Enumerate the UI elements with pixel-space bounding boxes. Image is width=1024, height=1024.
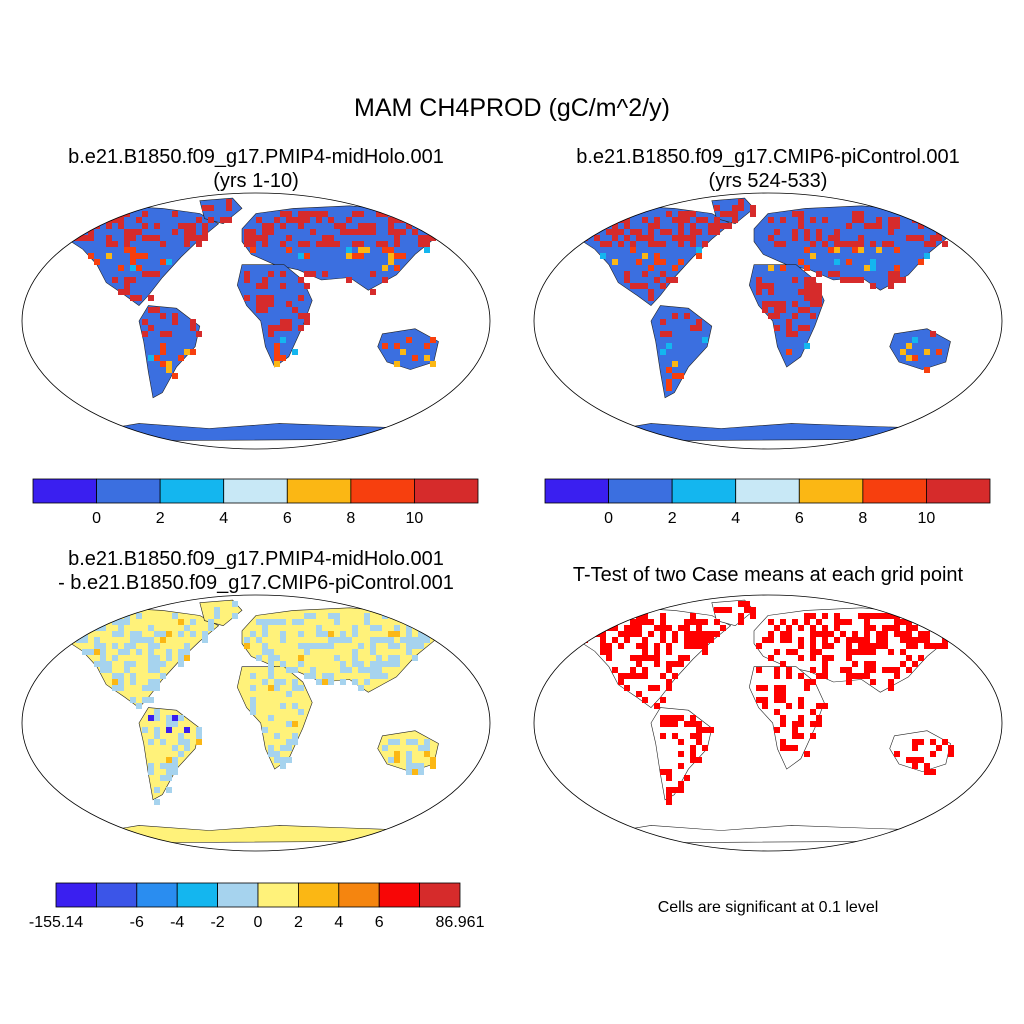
colorbar-p3-swatch	[257, 882, 299, 908]
colorbar-p2-swatch	[608, 478, 673, 504]
map-border-p1	[21, 192, 491, 450]
colorbar-p3-swatch	[176, 882, 218, 908]
colorbar-p3-label: 6	[375, 914, 384, 931]
panel-2-years: (yrs 524-533)	[708, 170, 828, 192]
colorbar-p1-label: 8	[346, 510, 355, 527]
colorbar-p1-swatch	[414, 478, 479, 504]
map-p1	[21, 192, 491, 450]
land-australia-p1	[377, 328, 439, 370]
map-p3	[21, 594, 491, 852]
colorbar-p1-swatch	[223, 478, 288, 504]
map-border-p2	[533, 192, 1003, 450]
panel-3-case-a: b.e21.B1850.f09_g17.PMIP4-midHolo.001	[68, 548, 444, 570]
colorbar-p2-swatch	[798, 478, 864, 504]
colorbar-p2-label: 8	[858, 510, 867, 527]
colorbar-p1-swatch	[350, 478, 415, 504]
panel-title-3: b.e21.B1850.f09_g17.PMIP4-midHolo.001 - …	[0, 547, 512, 595]
colorbar-p1-label: 4	[219, 510, 228, 527]
colorbar-p2-swatch	[735, 478, 800, 504]
land-australia-p2	[889, 328, 951, 370]
colorbar-p2-label: 2	[668, 510, 677, 527]
panel-title-1: b.e21.B1850.f09_g17.PMIP4-midHolo.001 (y…	[0, 145, 512, 193]
colorbar-p1-swatch	[159, 478, 225, 504]
land-antarctica-p1	[59, 423, 453, 442]
main-title: MAM CH4PROD (gC/m^2/y)	[354, 94, 670, 122]
colorbar-p3-label: -4	[170, 914, 184, 931]
panel-2-case: b.e21.B1850.f09_g17.CMIP6-piControl.001	[576, 146, 960, 168]
panel-4-title: T-Test of two Case means at each grid po…	[572, 564, 964, 586]
colorbar-p2-label: 6	[795, 510, 804, 527]
colorbar-p1-swatch	[32, 478, 97, 504]
panel-1-years: (yrs 1-10)	[213, 170, 299, 192]
cells-p2	[570, 199, 960, 391]
land-antarctica-p3	[59, 825, 453, 844]
panel-3-case-b: - b.e21.B1850.f09_g17.CMIP6-piControl.00…	[58, 572, 454, 594]
colorbar-p1-label: 10	[406, 510, 424, 527]
cells-p4	[570, 601, 960, 805]
colorbar-p2-swatch	[862, 478, 927, 504]
colorbar-p3: -155.14 -6 -4 -2 0 2 4 6 86.961	[29, 882, 485, 931]
colorbar-p3-swatch	[338, 882, 380, 908]
land-antarctica-p4	[571, 825, 965, 844]
colorbar-p2-label: 10	[918, 510, 936, 527]
colorbar-p1-swatch	[286, 478, 352, 504]
colorbar-p3-swatch	[419, 882, 461, 908]
colorbar-p2-label: 4	[731, 510, 740, 527]
colorbar-p3-swatch	[378, 882, 421, 908]
colorbar-p3-swatch	[136, 882, 178, 908]
colorbar-p1: 0 2 4 6 8 10	[32, 478, 479, 527]
panel-1-case: b.e21.B1850.f09_g17.PMIP4-midHolo.001	[68, 146, 444, 168]
colorbar-p3-label: 0	[254, 914, 263, 931]
colorbar-p3-label: -2	[210, 914, 224, 931]
colorbar-p2-swatch	[926, 478, 991, 504]
map-p4	[533, 594, 1003, 852]
colorbar-p3-swatch	[55, 882, 97, 908]
map-border-p4	[533, 594, 1003, 852]
land-antarctica-p2	[571, 423, 965, 442]
panel-title-4: T-Test of two Case means at each grid po…	[512, 563, 1024, 587]
colorbar-p3-swatch	[297, 882, 340, 908]
colorbar-p3-label: 86.961	[436, 914, 485, 931]
colorbar-p2-swatch	[544, 478, 609, 504]
colorbar-p1-label: 2	[156, 510, 165, 527]
colorbar-p1-label: 6	[283, 510, 292, 527]
colorbar-p2-swatch	[671, 478, 737, 504]
colorbar-p1-swatch	[96, 478, 161, 504]
colorbar-p3-label: -155.14	[29, 914, 83, 931]
panel-title-2: b.e21.B1850.f09_g17.CMIP6-piControl.001 …	[512, 145, 1024, 193]
colorbar-p2-label: 0	[604, 510, 613, 527]
colorbar-p3-swatch	[217, 882, 259, 908]
colorbar-p3-label: 2	[294, 914, 303, 931]
colorbar-p3-label: 4	[334, 914, 343, 931]
map-border-p3	[21, 594, 491, 852]
colorbar-p2: 0 2 4 6 8 10	[544, 478, 991, 527]
land-eurasia-p3	[241, 607, 444, 693]
significance-note: Cells are significant at 0.1 level	[657, 899, 879, 916]
map-p2	[533, 192, 1003, 450]
colorbar-p3-swatch	[96, 882, 138, 908]
colorbar-p3-label: -6	[130, 914, 144, 931]
colorbar-p1-label: 0	[92, 510, 101, 527]
